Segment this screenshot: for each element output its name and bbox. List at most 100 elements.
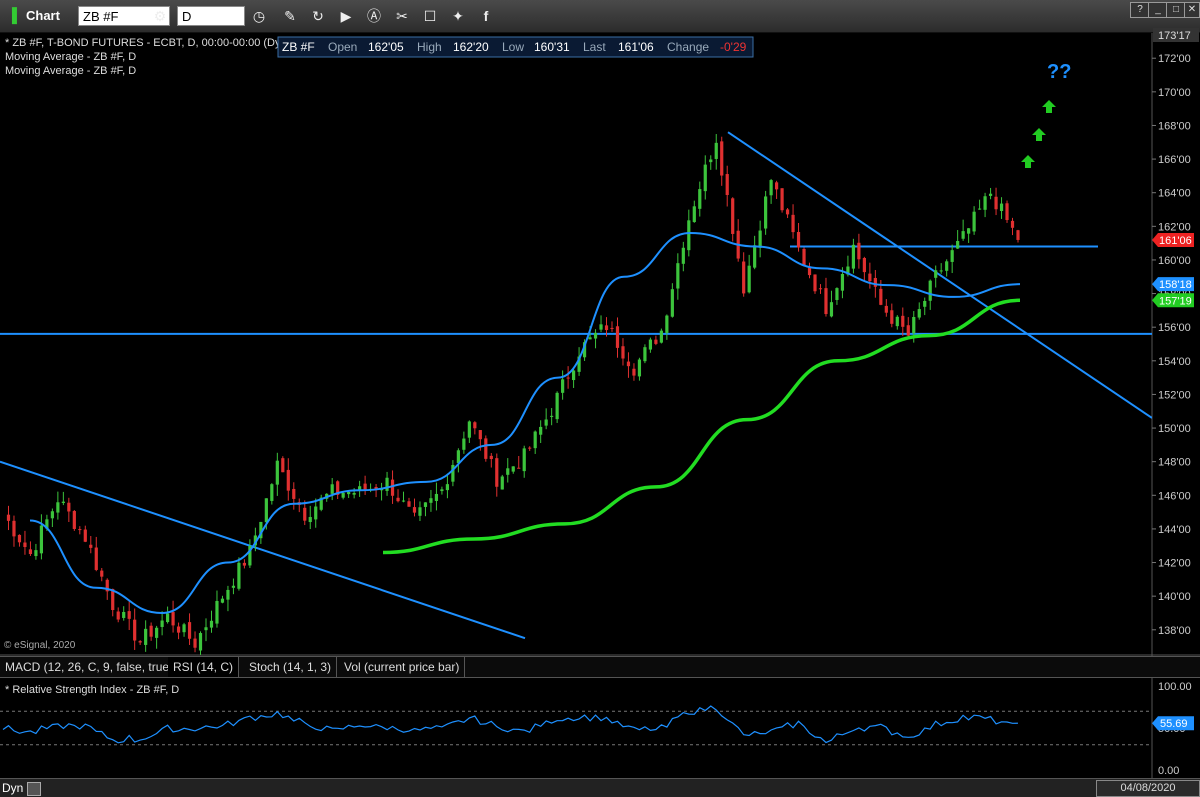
candle-body xyxy=(89,544,93,548)
candle-body xyxy=(928,280,932,301)
candle-body xyxy=(209,620,214,628)
candle-body xyxy=(484,438,488,459)
tools-icon[interactable]: ✂ xyxy=(396,8,408,24)
candle-body xyxy=(692,206,696,223)
candle-body xyxy=(999,203,1004,211)
candle-body xyxy=(769,180,773,196)
quote-box-bg xyxy=(277,36,754,58)
candle-body xyxy=(23,542,27,548)
candle-body xyxy=(835,288,839,300)
trendline-downtrend-from-aug-high xyxy=(727,131,1152,419)
candle-body xyxy=(840,273,845,291)
quote-last-label: Last xyxy=(583,40,606,54)
trendline-long-term-downtrend xyxy=(0,460,526,640)
candle-body xyxy=(648,339,653,350)
candle-body xyxy=(314,506,318,520)
y-tick-label: 140'00 xyxy=(1158,591,1191,603)
quote-symbol: ZB #F xyxy=(282,40,315,54)
candle-body xyxy=(533,431,537,449)
candle-body xyxy=(61,501,65,503)
candle-body xyxy=(149,625,153,637)
candle-body xyxy=(599,324,603,330)
status-bar: Dyn 04/08/2020 xyxy=(0,778,1200,797)
comment-icon[interactable]: ☐ xyxy=(423,8,437,24)
quote-high-label: High xyxy=(417,40,442,54)
tab-vol[interactable]: Vol (current price bar) xyxy=(339,657,466,677)
y-tick-label: 162'00 xyxy=(1158,221,1191,233)
candle-body xyxy=(983,196,987,210)
clock-icon[interactable]: ◷ xyxy=(252,8,266,24)
quote-low-label: Low xyxy=(502,40,524,54)
alert-icon[interactable]: Ⓐ xyxy=(367,8,381,24)
candle-body xyxy=(204,627,208,631)
candle-body xyxy=(275,460,279,485)
chart-header-line1: * ZB #F, T-BOND FUTURES - ECBT, D, 00:00… xyxy=(5,37,304,49)
quote-high: 162'20 xyxy=(453,40,489,54)
refresh-icon[interactable]: ↻ xyxy=(312,8,324,24)
candle-body xyxy=(418,507,422,516)
candle-body xyxy=(824,288,828,315)
interval-select[interactable]: D xyxy=(177,6,245,26)
candle-body xyxy=(539,426,543,435)
twitter-icon[interactable]: ✦ xyxy=(452,8,464,24)
y-tick-label: 156'00 xyxy=(1158,322,1191,334)
candle-body xyxy=(967,228,971,234)
rsi-badge-label: 55.69 xyxy=(1160,718,1188,730)
candle-body xyxy=(303,507,307,521)
candle-body xyxy=(237,562,241,589)
dyn-button[interactable] xyxy=(27,782,41,796)
candle-body xyxy=(785,209,790,215)
candle-body xyxy=(994,196,998,210)
candle-body xyxy=(895,316,899,327)
indicator-tabs: MACD (12, 26, C, 9, false, true) RSI (14… xyxy=(0,656,1200,678)
candle-body xyxy=(259,521,263,539)
candle-body xyxy=(709,159,713,163)
candle-body xyxy=(440,489,444,492)
link-icon[interactable]: ⚙ xyxy=(153,8,167,24)
tab-rsi[interactable]: RSI (14, C) xyxy=(168,657,240,677)
pen-icon[interactable]: ✎ xyxy=(284,8,296,24)
candle-body xyxy=(72,511,76,529)
candle-body xyxy=(774,182,779,190)
y-tick-label: 172'00 xyxy=(1158,53,1191,65)
candle-body xyxy=(780,188,784,211)
candle-body xyxy=(681,247,685,264)
candle-body xyxy=(78,529,82,531)
candle-body xyxy=(561,379,565,393)
candle-body xyxy=(1005,203,1009,221)
candle-body xyxy=(764,196,768,229)
candle-body xyxy=(456,450,460,464)
candle-body xyxy=(939,270,943,272)
candle-body xyxy=(138,641,142,643)
price-badge xyxy=(1152,293,1194,308)
candle-body xyxy=(621,346,625,359)
candle-body xyxy=(231,585,236,588)
candle-body xyxy=(226,589,230,600)
y-tick-label: 138'00 xyxy=(1158,625,1191,637)
candle-body xyxy=(884,305,888,313)
candle-body xyxy=(961,231,965,239)
candle-body xyxy=(517,467,521,469)
close-button[interactable]: ✕ xyxy=(1184,2,1200,18)
price-badge-label: 161'06 xyxy=(1159,235,1192,247)
candle-body xyxy=(582,342,587,358)
candle-body xyxy=(165,613,170,623)
candle-body xyxy=(489,455,493,460)
candle-body xyxy=(412,507,417,513)
tab-macd[interactable]: MACD (12, 26, C, 9, false, true) xyxy=(0,657,180,677)
candle-body xyxy=(571,370,576,381)
watermark: © eSignal, 2020 xyxy=(4,640,76,651)
candle-body xyxy=(319,497,323,510)
play-icon[interactable]: ▶ xyxy=(340,8,352,24)
candle-body xyxy=(615,326,620,348)
tab-stoch[interactable]: Stoch (14, 1, 3) xyxy=(244,657,338,677)
price-badges: 161'06 158'18 157'19 xyxy=(1152,232,1194,308)
toolbar: ▐ Chart ZB #F ⚙ D ◷ ✎ ↻ ▶ Ⓐ ✂ ☐ ✦ f ? _ … xyxy=(0,0,1200,33)
candle-body xyxy=(182,624,186,633)
candle-body xyxy=(308,517,312,523)
candle-body xyxy=(720,141,724,176)
candle-body xyxy=(160,620,164,627)
symbol-input[interactable]: ZB #F xyxy=(78,6,170,26)
facebook-icon[interactable]: f xyxy=(483,8,489,24)
candle-body xyxy=(873,277,877,287)
